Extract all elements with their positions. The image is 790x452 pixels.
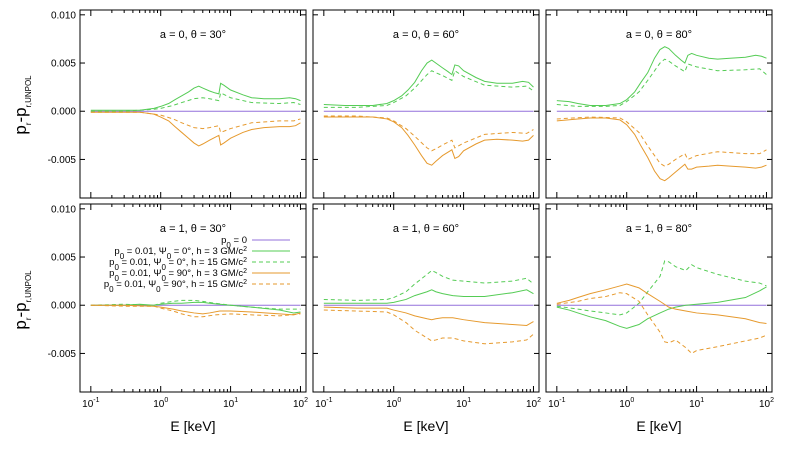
series-o15-line bbox=[323, 309, 534, 345]
series-o3-line bbox=[323, 116, 534, 166]
panel-2: a = 0, θ = 60° bbox=[312, 9, 540, 199]
panels: 0.010 0.005 0.000 -0.005 a = 0, θ = 30° a = 0… bbox=[48, 9, 774, 410]
series-o3-line bbox=[90, 111, 301, 147]
series-o3-line bbox=[323, 306, 534, 326]
series-o15-line bbox=[556, 292, 767, 355]
panel-1: 0.010 0.005 0.000 -0.005 a = 0, θ = 30° bbox=[48, 9, 307, 199]
panel-frame bbox=[79, 203, 307, 393]
series-o15-line bbox=[323, 115, 534, 152]
series-g3-line bbox=[556, 46, 767, 106]
x-axis-label-col2: E [keV] bbox=[403, 418, 448, 434]
panel-frame bbox=[312, 9, 540, 199]
series-g3-line bbox=[323, 289, 534, 304]
y-tick-label: 0.010 bbox=[51, 204, 76, 215]
legend-label: p0 = 0.01, Ψ0 = 90°, h = 3 GM/c2 bbox=[109, 268, 247, 283]
legend-entry-o3: p0 = 0.01, Ψ0 = 90°, h = 3 GM/c2 bbox=[109, 268, 290, 283]
series-o3-line bbox=[556, 283, 767, 325]
y-axis-label-top: pr-pr,UNPOL bbox=[11, 75, 33, 135]
x-axis-label-col3: E [keV] bbox=[636, 418, 681, 434]
panel-frame bbox=[312, 203, 540, 393]
legend-label: p0 = 0.01, Ψ0 = 0°, h = 3 GM/c2 bbox=[114, 246, 247, 261]
x-tick-label: 101 bbox=[689, 397, 704, 410]
legend-entry-g3: p0 = 0.01, Ψ0 = 0°, h = 3 GM/c2 bbox=[114, 246, 290, 261]
series-g15-line bbox=[90, 92, 301, 112]
x-tick-label: 102 bbox=[526, 397, 541, 410]
x-tick-label: 100 bbox=[153, 397, 168, 410]
series-o3-line bbox=[556, 117, 767, 182]
x-tick-label: 10-1 bbox=[82, 397, 99, 410]
panel-5: 10-1 100 101 102 a = 1, θ = 60° bbox=[312, 203, 541, 410]
series-o3-line bbox=[90, 304, 301, 316]
x-tick-label: 102 bbox=[759, 397, 774, 410]
x-tick-label: 102 bbox=[293, 397, 308, 410]
y-tick-label: 0.000 bbox=[51, 107, 76, 118]
y-tick-label: -0.005 bbox=[48, 155, 77, 166]
legend-label: p0 = 0.01, Ψ0 = 0°, h = 15 GM/c2 bbox=[109, 257, 247, 272]
x-tick-label: 100 bbox=[619, 397, 634, 410]
series-g3-line bbox=[90, 82, 301, 111]
y-tick-label: 0.005 bbox=[51, 253, 76, 264]
x-axis-label-col1: E [keV] bbox=[170, 418, 215, 434]
panel-frame bbox=[79, 9, 307, 199]
x-tick-label: 101 bbox=[456, 397, 471, 410]
panel-4: 0.010 0.005 0.000 -0.005 10-1 100 101 102 a = 1,… bbox=[48, 203, 308, 410]
panel-6: 10-1 100 101 102 a = 1, θ = 80° bbox=[545, 203, 774, 410]
legend-label: p0 = 0.01, Ψ0 = 90°, h = 15 GM/c2 bbox=[104, 279, 247, 294]
panel-frame bbox=[545, 203, 773, 393]
series-g15-line bbox=[90, 299, 301, 310]
x-tick-label: 10-1 bbox=[315, 397, 332, 410]
y-axis-label-bottom: pr-pr,UNPOL bbox=[11, 270, 33, 330]
panel-3: a = 0, θ = 80° bbox=[545, 9, 773, 199]
x-tick-label: 101 bbox=[223, 397, 238, 410]
legend-entry-ref: p0 = 0 bbox=[221, 235, 290, 250]
panel-title: a = 1, θ = 80° bbox=[626, 223, 692, 235]
series-g15-line bbox=[556, 58, 767, 107]
y-tick-label: 0.000 bbox=[51, 301, 76, 312]
series-g15-line bbox=[556, 260, 767, 316]
legend: p0 = 0p0 = 0.01, Ψ0 = 0°, h = 3 GM/c2p0 … bbox=[104, 235, 290, 294]
legend-entry-o15: p0 = 0.01, Ψ0 = 90°, h = 15 GM/c2 bbox=[104, 279, 290, 294]
series-o15-line bbox=[90, 304, 301, 318]
panel-title: a = 0, θ = 60° bbox=[393, 29, 459, 41]
legend-label: p0 = 0 bbox=[221, 235, 247, 250]
series-g15-line bbox=[323, 69, 534, 108]
panel-frame bbox=[545, 9, 773, 199]
series-o15-line bbox=[556, 116, 767, 167]
y-tick-label: 0.010 bbox=[51, 10, 76, 21]
series-g15-line bbox=[323, 269, 534, 301]
panel-title: a = 0, θ = 30° bbox=[160, 29, 226, 41]
series-g3-line bbox=[323, 59, 534, 106]
y-tick-label: 0.005 bbox=[51, 59, 76, 70]
y-tick-label: -0.005 bbox=[48, 349, 77, 360]
panel-title: a = 1, θ = 30° bbox=[160, 223, 226, 235]
series-g3-line bbox=[556, 286, 767, 329]
x-tick-label: 10-1 bbox=[548, 397, 565, 410]
x-tick-label: 100 bbox=[386, 397, 401, 410]
series-o15-line bbox=[90, 111, 301, 134]
legend-entry-g15: p0 = 0.01, Ψ0 = 0°, h = 15 GM/c2 bbox=[109, 257, 290, 272]
panel-title: a = 1, θ = 60° bbox=[393, 223, 459, 235]
panel-title: a = 0, θ = 80° bbox=[626, 29, 692, 41]
